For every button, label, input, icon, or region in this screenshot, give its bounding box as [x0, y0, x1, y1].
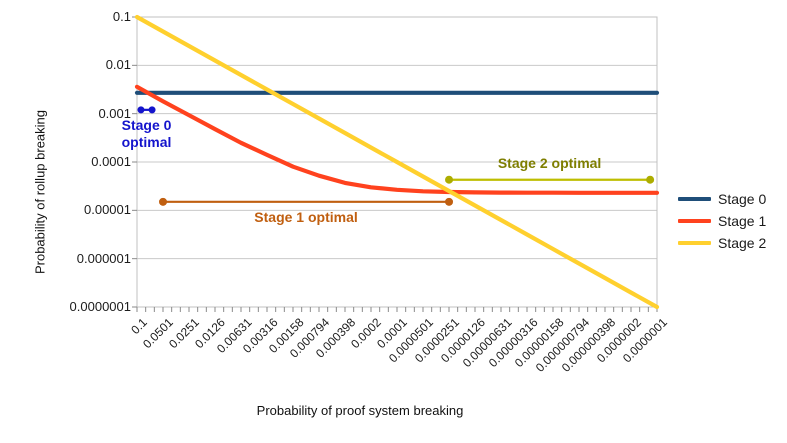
legend-label: Stage 2	[718, 235, 767, 251]
series-line-stage-2	[134, 14, 660, 310]
annotation-label-0: Stage 0 optimal	[121, 116, 172, 150]
annotation-dot	[159, 197, 168, 206]
legend-label: Stage 0	[718, 191, 767, 207]
y-tick-label: 0.001	[98, 105, 131, 121]
legend-swatch-icon	[678, 219, 711, 223]
y-tick-label: 0.000001	[76, 250, 131, 266]
y-tick-label: 0.0001	[91, 154, 131, 169]
legend-item-stage-0: Stage 0	[678, 191, 766, 207]
legend-item-stage-1: Stage 1	[678, 213, 766, 229]
legend-label: Stage 1	[718, 213, 767, 229]
legend-item-stage-2: Stage 2	[678, 235, 766, 251]
y-axis-title: Probability of rollup breaking	[32, 109, 48, 275]
y-tick-label: 0.0000001	[69, 299, 131, 314]
annotation-label-1: Stage 1 optimal	[254, 208, 358, 225]
x-axis-title: Probability of proof system breaking	[256, 403, 464, 418]
annotation-dot	[137, 106, 145, 114]
y-tick-label: 0.1	[112, 9, 131, 24]
y-tick-label: 0.00001	[84, 202, 131, 218]
annotation-dot	[148, 106, 156, 114]
chart-legend: Stage 0 Stage 1 Stage 2	[678, 191, 766, 251]
annotation-dot	[646, 175, 655, 184]
annotation-dot	[445, 175, 454, 184]
annotation-dot	[445, 197, 454, 206]
legend-swatch-icon	[678, 241, 711, 245]
legend-swatch-icon	[678, 197, 711, 201]
y-tick-label: 0.01	[105, 57, 131, 73]
series-line-stage-1	[134, 84, 660, 195]
annotation-label-2: Stage 2 optimal	[497, 154, 602, 171]
